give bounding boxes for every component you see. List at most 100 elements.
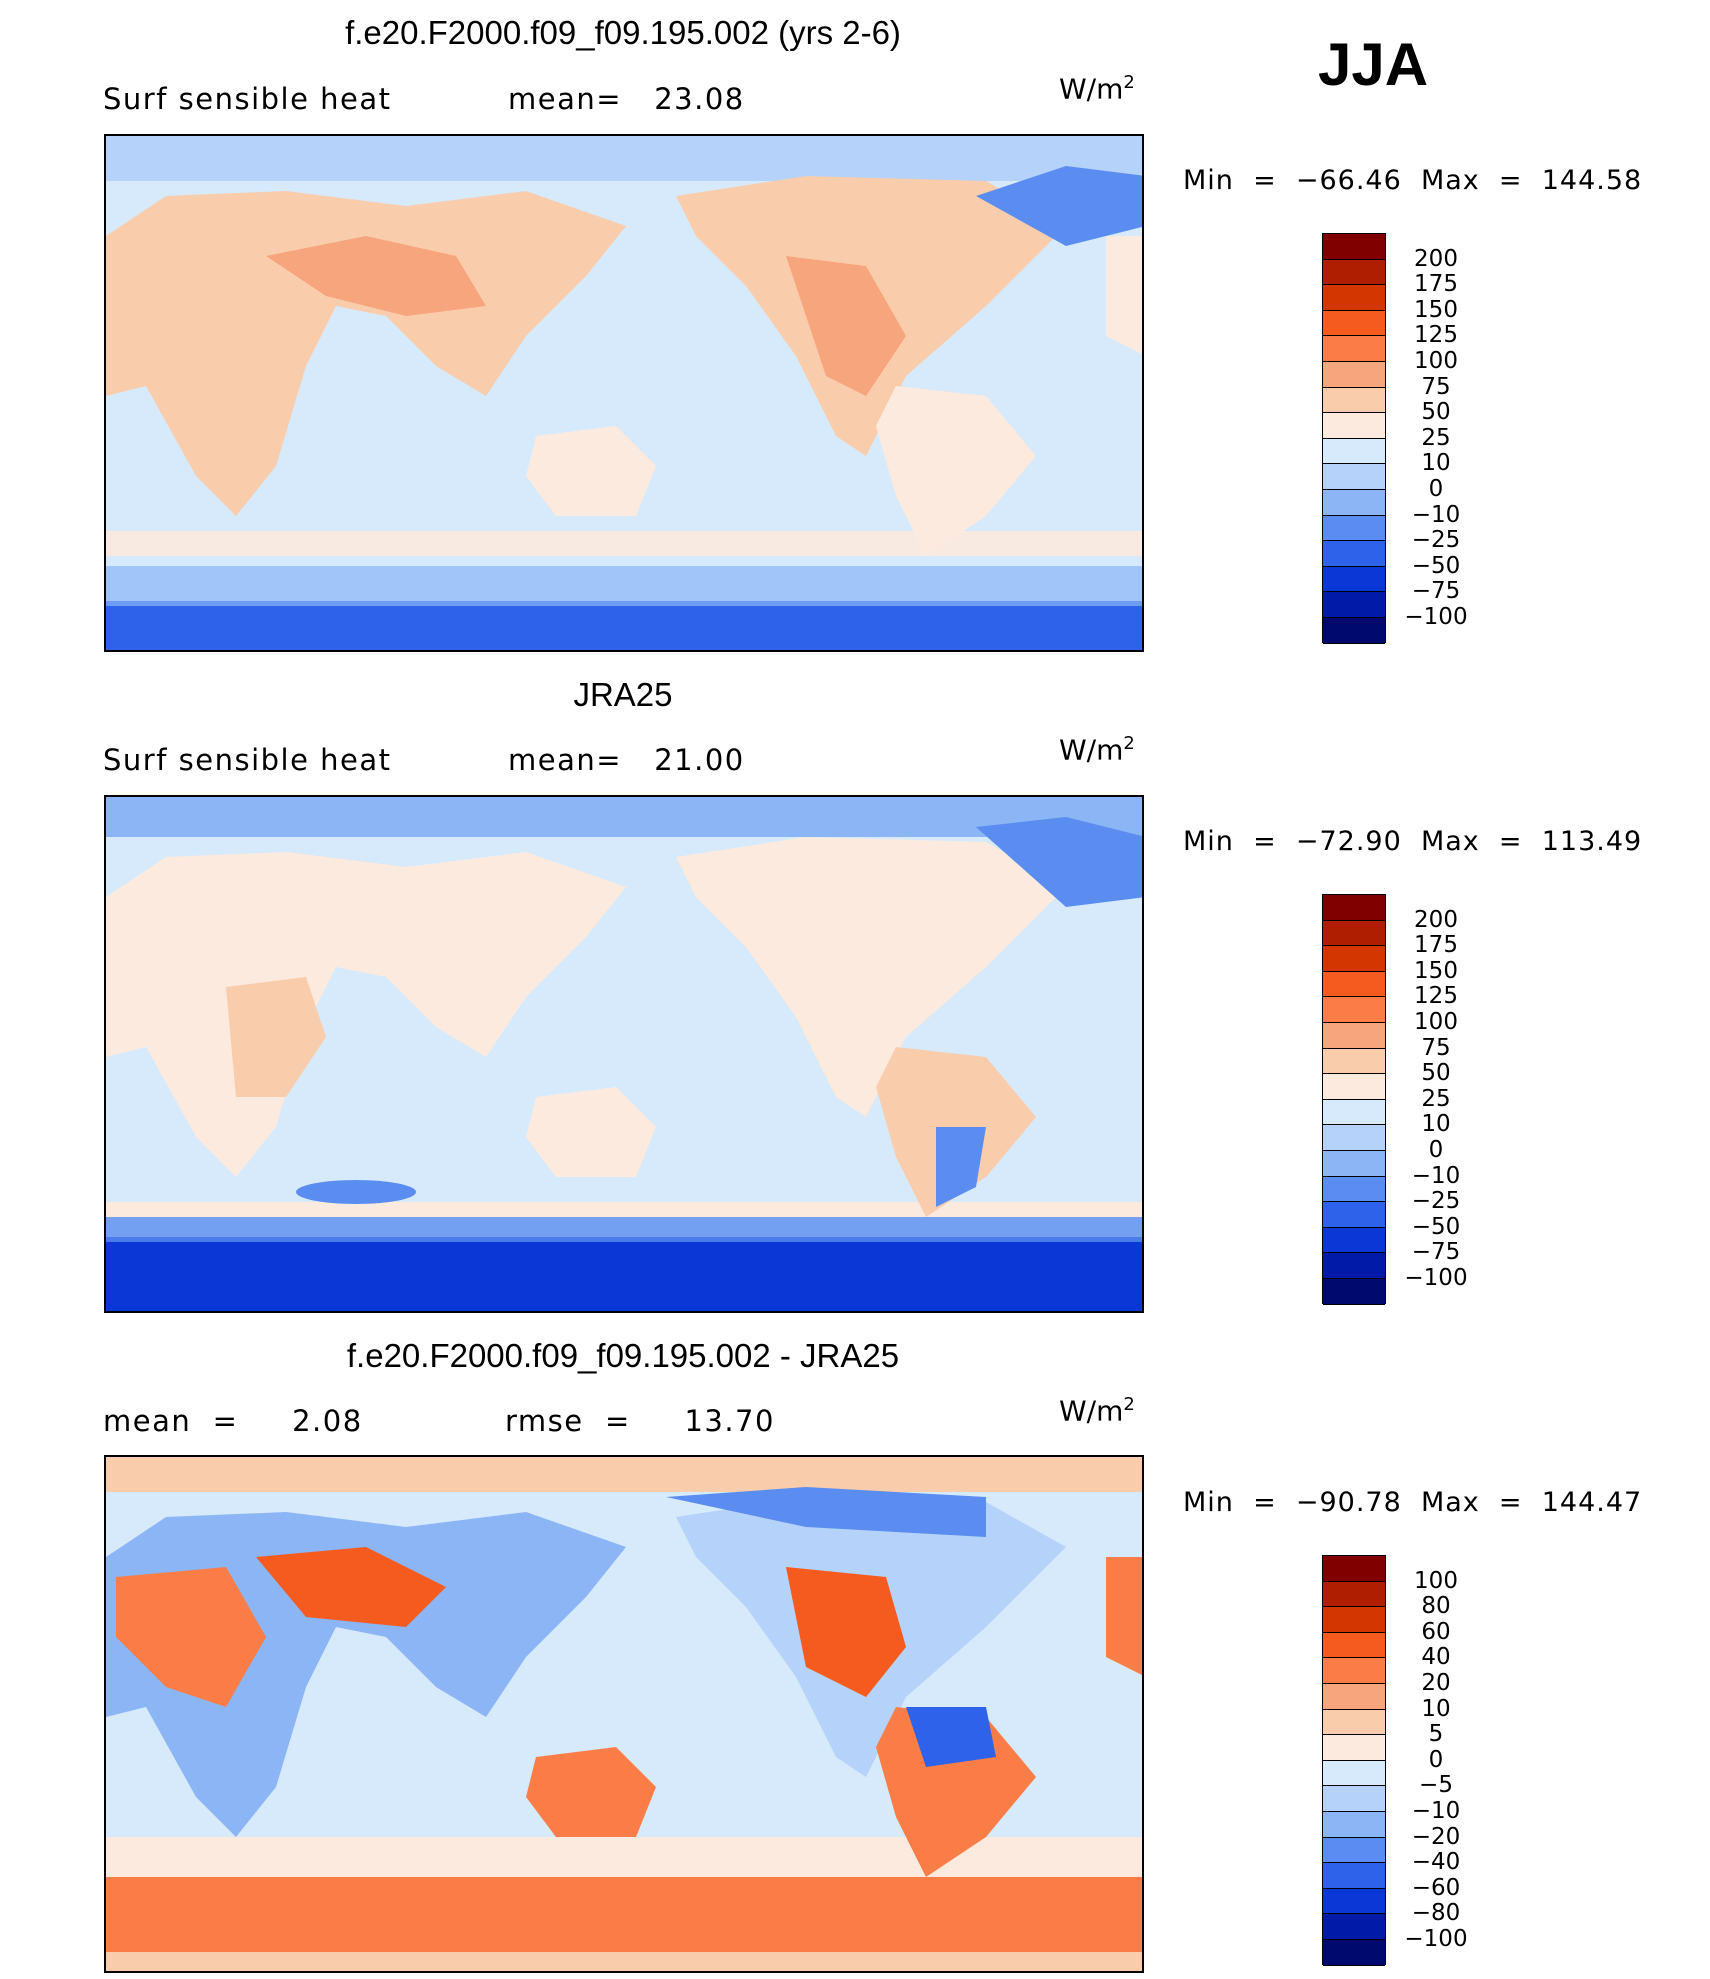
- colorbar-tick-label: −50: [1411, 552, 1461, 579]
- colorbar-tick-label: 60: [1421, 1618, 1451, 1645]
- colorbar-swatch: [1323, 1581, 1385, 1608]
- colorbar-tick-label: 0: [1428, 1746, 1444, 1773]
- colorbar-tick-label: −75: [1411, 578, 1461, 605]
- colorbar-tick-label: 40: [1421, 1644, 1451, 1671]
- colorbar-tick-label: −50: [1411, 1213, 1461, 1240]
- colorbar-swatch: [1323, 1556, 1385, 1582]
- panel-1-title: f.e20.F2000.f09_f09.195.002 (yrs 2-6): [345, 14, 901, 51]
- colorbar-swatch: [1323, 1811, 1385, 1838]
- colorbar-swatch: [1323, 541, 1385, 567]
- panel-1-mean: mean= 23.08: [508, 82, 745, 116]
- colorbar-tick-label: −25: [1411, 1188, 1461, 1215]
- colorbar-tick-label: 150: [1414, 957, 1458, 984]
- colorbar-tick-label: 10: [1421, 450, 1451, 477]
- panel-3-title: f.e20.F2000.f09_f09.195.002 - JRA25: [346, 1337, 900, 1374]
- panel-2-title: JRA25: [573, 676, 673, 713]
- panel-1-map: [104, 134, 1144, 652]
- colorbar-swatch: [1323, 1863, 1385, 1889]
- panel-3-rmse: rmse = 13.70: [505, 1404, 775, 1438]
- colorbar-swatch: [1323, 592, 1385, 618]
- colorbar-swatch: [1323, 413, 1385, 439]
- colorbar-tick-label: −80: [1411, 1900, 1461, 1927]
- colorbar-tick-label: 200: [1414, 245, 1458, 272]
- colorbar-swatch: [1323, 1837, 1385, 1864]
- panel-3-units: W/m2: [1059, 1394, 1135, 1428]
- colorbar-swatch: [1323, 1760, 1385, 1787]
- panel-2-map: [104, 795, 1144, 1313]
- colorbar-tick-label: 100: [1414, 348, 1458, 374]
- colorbar-swatch: [1323, 895, 1385, 921]
- panel-3-map: [104, 1455, 1144, 1973]
- colorbar-swatch: [1323, 1914, 1385, 1940]
- colorbar-tick-label: −10: [1411, 501, 1461, 528]
- colorbar-tick-label: 80: [1421, 1593, 1451, 1620]
- colorbar-swatch: [1323, 1099, 1385, 1126]
- panel-1-map-svg: [106, 136, 1142, 650]
- panel-1-units: W/m2: [1059, 72, 1135, 106]
- colorbar-swatch: [1323, 310, 1385, 337]
- colorbar-tick-label: 175: [1414, 271, 1458, 298]
- colorbar-tick-label: 100: [1414, 1009, 1458, 1035]
- panel-1-minmax: Min = −66.46 Max = 144.58: [1183, 165, 1643, 196]
- colorbar-swatch: [1323, 234, 1385, 260]
- panel-3-mean: mean = 2.08: [103, 1404, 363, 1438]
- colorbar-swatch: [1323, 971, 1385, 998]
- colorbar-swatch: [1323, 438, 1385, 465]
- colorbar-swatch: [1323, 1074, 1385, 1100]
- colorbar-tick-label: −75: [1411, 1239, 1461, 1266]
- colorbar-tick-label: 150: [1414, 296, 1458, 323]
- colorbar-swatch: [1323, 1125, 1385, 1151]
- panel-1-variable: Surf sensible heat: [103, 82, 392, 116]
- colorbar-tick-label: −25: [1411, 527, 1461, 554]
- colorbar-tick-label: 10: [1421, 1695, 1451, 1722]
- panel-2-map-svg: [106, 797, 1142, 1311]
- colorbar-tick-label: −40: [1411, 1849, 1461, 1876]
- colorbar-swatch: [1323, 1632, 1385, 1659]
- colorbar-tick-label: 50: [1421, 1060, 1451, 1087]
- colorbar-swatch: [1323, 997, 1385, 1023]
- colorbar-swatch: [1323, 387, 1385, 414]
- panel-1-colorbar: [1322, 233, 1386, 644]
- colorbar-swatch: [1323, 1939, 1385, 1966]
- panel-2-minmax: Min = −72.90 Max = 113.49: [1183, 826, 1643, 857]
- colorbar-swatch: [1323, 336, 1385, 362]
- panel-2-mean: mean= 21.00: [508, 743, 745, 777]
- colorbar-swatch: [1323, 1658, 1385, 1684]
- colorbar-swatch: [1323, 566, 1385, 593]
- colorbar-swatch: [1323, 1202, 1385, 1228]
- colorbar-swatch: [1323, 489, 1385, 516]
- colorbar-swatch: [1323, 617, 1385, 644]
- colorbar-tick-label: 125: [1414, 322, 1458, 349]
- panel-3-colorbar: [1322, 1555, 1386, 1966]
- colorbar-tick-label: 25: [1421, 424, 1451, 451]
- colorbar-tick-label: −100: [1404, 604, 1468, 630]
- colorbar-swatch: [1323, 464, 1385, 490]
- colorbar-tick-label: 200: [1414, 906, 1458, 933]
- colorbar-tick-label: −10: [1411, 1798, 1461, 1824]
- panel-2-colorbar: [1322, 894, 1386, 1305]
- colorbar-swatch: [1323, 1735, 1385, 1761]
- colorbar-tick-label: 20: [1421, 1670, 1451, 1696]
- colorbar-swatch: [1323, 259, 1385, 286]
- colorbar-tick-label: −100: [1404, 1265, 1468, 1291]
- season-label: JJA: [1318, 31, 1429, 98]
- panel-2-units: W/m2: [1059, 733, 1135, 767]
- colorbar-swatch: [1323, 1278, 1385, 1305]
- colorbar-tick-label: 75: [1421, 373, 1451, 400]
- colorbar-swatch: [1323, 1253, 1385, 1279]
- colorbar-swatch: [1323, 1709, 1385, 1736]
- colorbar-tick-label: −10: [1411, 1162, 1461, 1189]
- colorbar-swatch: [1323, 1176, 1385, 1203]
- colorbar-tick-label: 175: [1414, 932, 1458, 959]
- colorbar-tick-label: −100: [1404, 1926, 1468, 1952]
- colorbar-swatch: [1323, 946, 1385, 972]
- colorbar-swatch: [1323, 1022, 1385, 1049]
- colorbar-tick-label: 75: [1421, 1034, 1451, 1061]
- colorbar-swatch: [1323, 1888, 1385, 1915]
- colorbar-swatch: [1323, 1607, 1385, 1633]
- colorbar-tick-label: 50: [1421, 399, 1451, 426]
- colorbar-tick-label: 125: [1414, 983, 1458, 1010]
- colorbar-swatch: [1323, 920, 1385, 947]
- colorbar-tick-label: 100: [1414, 1567, 1458, 1594]
- colorbar-tick-label: 10: [1421, 1111, 1451, 1138]
